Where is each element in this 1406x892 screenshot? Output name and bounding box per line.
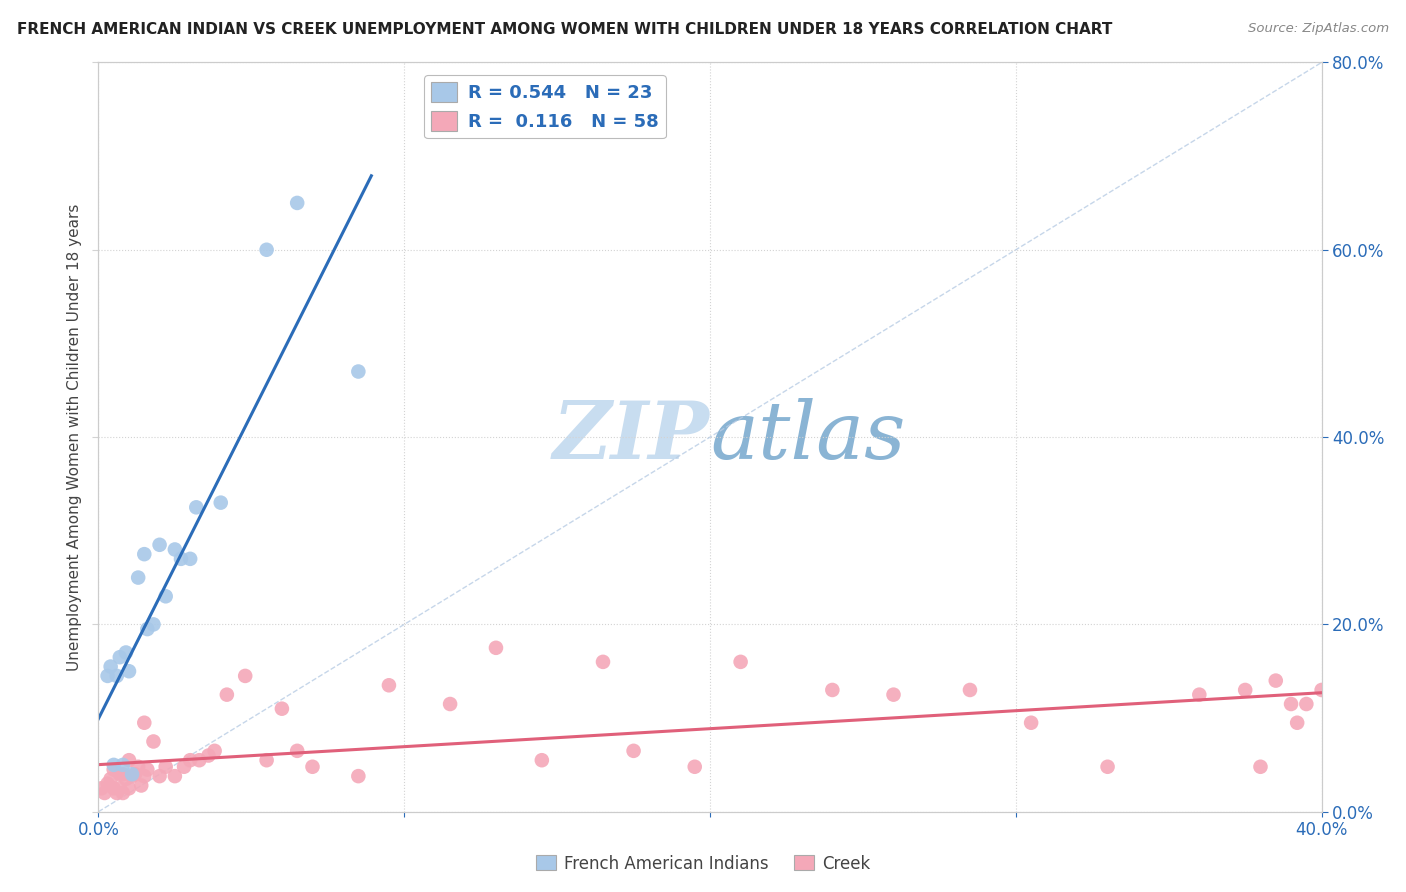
Point: [1286, 715, 1309, 730]
Point: [188, 753, 211, 767]
Point: [1234, 683, 1257, 698]
Point: [530, 753, 553, 767]
Point: [179, 551, 201, 566]
Point: [90, 781, 112, 796]
Point: [173, 760, 195, 774]
Point: [97, 776, 120, 791]
Point: [485, 640, 508, 655]
Point: [883, 688, 905, 702]
Point: [136, 622, 159, 636]
Point: [134, 715, 156, 730]
Point: [347, 769, 370, 783]
Point: [959, 683, 981, 698]
Point: [1019, 715, 1042, 730]
Point: [103, 758, 125, 772]
Legend: French American Indians, Creek: French American Indians, Creek: [529, 848, 877, 880]
Point: [121, 769, 143, 783]
Point: [730, 655, 752, 669]
Point: [233, 669, 256, 683]
Point: [124, 767, 146, 781]
Point: [256, 753, 278, 767]
Point: [111, 767, 134, 781]
Point: [103, 763, 125, 777]
Point: [197, 748, 219, 763]
Point: [1249, 760, 1271, 774]
Point: [439, 697, 461, 711]
Point: [127, 760, 149, 774]
Point: [142, 617, 165, 632]
Point: [100, 772, 122, 786]
Point: [111, 758, 134, 772]
Point: [118, 664, 141, 679]
Point: [170, 551, 193, 566]
Point: [186, 500, 208, 515]
Point: [1295, 697, 1317, 711]
Point: [118, 781, 141, 796]
Point: [683, 760, 706, 774]
Point: [163, 769, 186, 783]
Legend: R = 0.544   N = 23, R =  0.116   N = 58: R = 0.544 N = 23, R = 0.116 N = 58: [425, 75, 665, 138]
Point: [215, 688, 238, 702]
Point: [134, 547, 156, 561]
Point: [108, 650, 131, 665]
Point: [97, 669, 120, 683]
Point: [118, 753, 141, 767]
Point: [179, 753, 201, 767]
Text: FRENCH AMERICAN INDIAN VS CREEK UNEMPLOYMENT AMONG WOMEN WITH CHILDREN UNDER 18 : FRENCH AMERICAN INDIAN VS CREEK UNEMPLOY…: [17, 22, 1112, 37]
Point: [592, 655, 614, 669]
Point: [1188, 688, 1211, 702]
Point: [100, 659, 122, 673]
Point: [108, 781, 131, 796]
Text: Source: ZipAtlas.com: Source: ZipAtlas.com: [1249, 22, 1389, 36]
Point: [134, 769, 156, 783]
Point: [111, 786, 134, 800]
Text: atlas: atlas: [710, 399, 905, 475]
Point: [623, 744, 645, 758]
Point: [1097, 760, 1119, 774]
Point: [1279, 697, 1302, 711]
Point: [93, 786, 115, 800]
Point: [285, 744, 308, 758]
Point: [163, 542, 186, 557]
Point: [115, 772, 138, 786]
Point: [1310, 683, 1333, 698]
Point: [256, 243, 278, 257]
Point: [127, 571, 149, 585]
Point: [108, 767, 131, 781]
Point: [105, 786, 128, 800]
Point: [149, 538, 172, 552]
Point: [209, 496, 232, 510]
Point: [821, 683, 844, 698]
Point: [347, 365, 370, 379]
Point: [285, 195, 308, 210]
Point: [142, 734, 165, 748]
Point: [103, 781, 125, 796]
Point: [155, 590, 177, 604]
Point: [270, 701, 292, 715]
Point: [136, 763, 159, 777]
Point: [115, 646, 138, 660]
Point: [155, 760, 177, 774]
Point: [105, 669, 128, 683]
Point: [378, 678, 401, 692]
Y-axis label: Unemployment Among Women with Children Under 18 years: Unemployment Among Women with Children U…: [66, 203, 82, 671]
Point: [129, 779, 152, 793]
Point: [149, 769, 172, 783]
Text: ZIP: ZIP: [553, 399, 710, 475]
Point: [1264, 673, 1286, 688]
Point: [121, 767, 143, 781]
Point: [301, 760, 323, 774]
Point: [204, 744, 226, 758]
